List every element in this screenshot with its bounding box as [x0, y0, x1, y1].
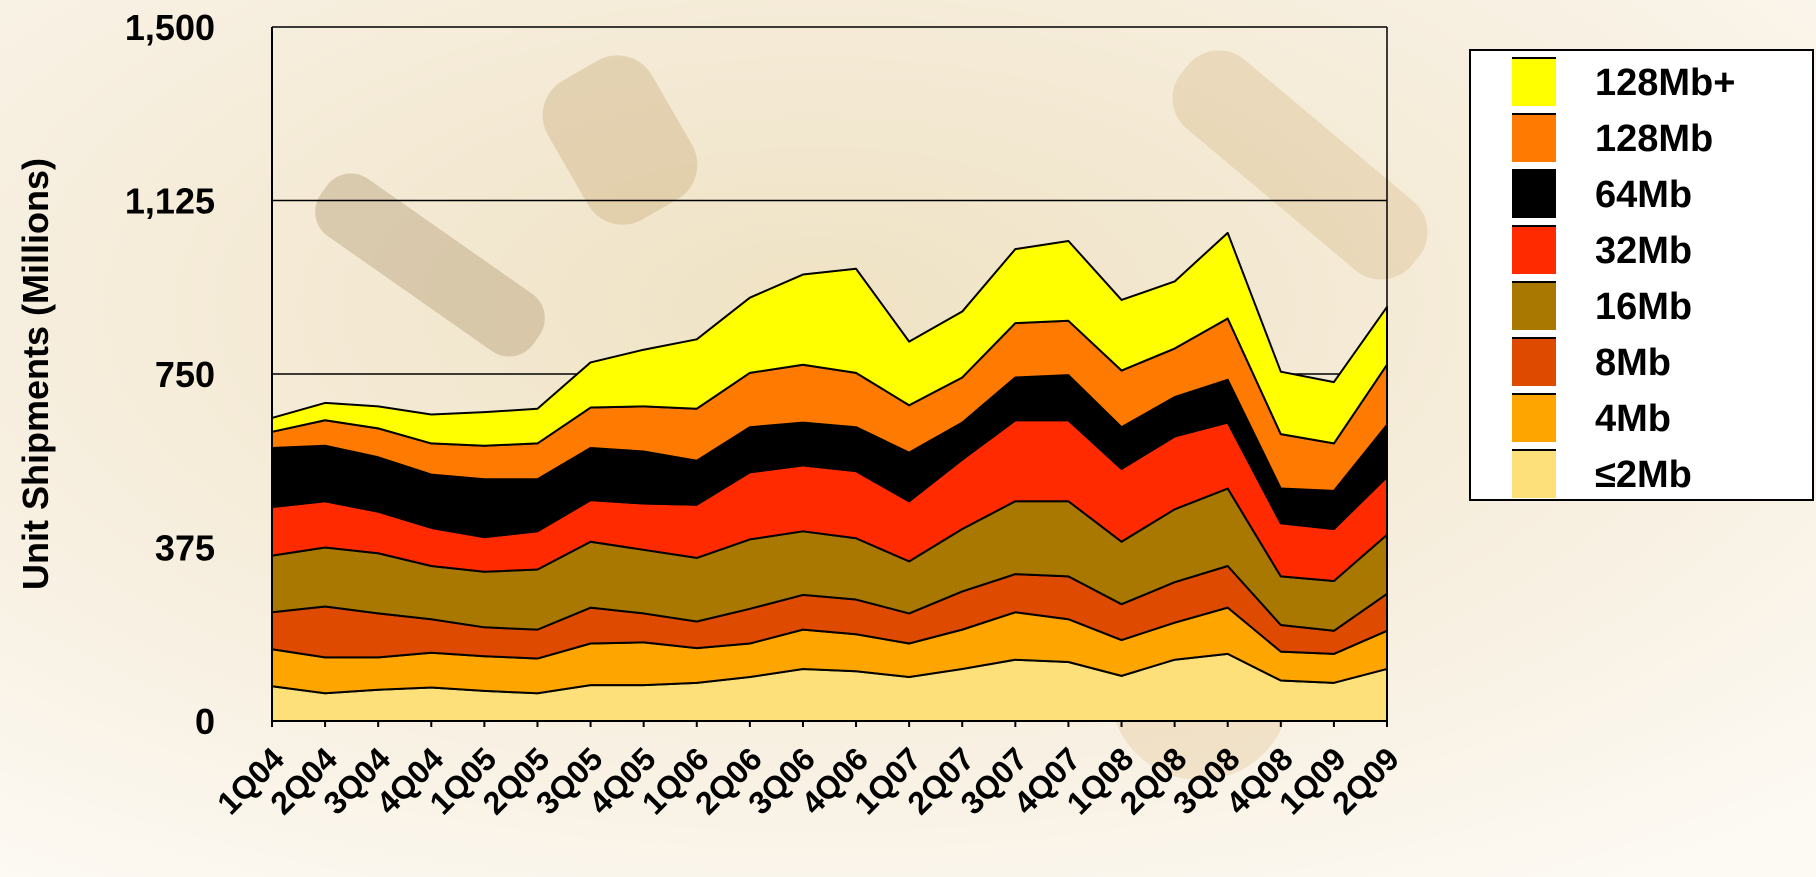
background-image [315, 50, 1428, 780]
legend-label: 16Mb [1595, 286, 1692, 328]
legend-swatch [1512, 338, 1556, 386]
legend-label: 32Mb [1595, 230, 1692, 272]
legend-label: 128Mb [1595, 118, 1713, 160]
legend-label: 4Mb [1595, 398, 1671, 440]
legend-swatch [1512, 226, 1556, 274]
legend-swatch [1512, 170, 1556, 218]
y-tick-label: 1,125 [125, 181, 215, 222]
legend-label: ≤2Mb [1595, 454, 1692, 496]
legend-swatch [1512, 58, 1556, 106]
legend-swatch [1512, 450, 1556, 498]
legend-swatch [1512, 114, 1556, 162]
legend: 128Mb+ 128Mb 64Mb 32Mb 16Mb 8Mb 4Mb ≤2Mb [1469, 49, 1814, 501]
y-axis-label: Unit Shipments (Millions) [15, 158, 56, 590]
y-tick-label: 750 [155, 354, 215, 395]
y-tick-label: 1,500 [125, 7, 215, 48]
legend-swatch [1512, 394, 1556, 442]
y-tick-label: 0 [195, 701, 215, 742]
y-tick-label: 375 [155, 528, 215, 569]
legend-label: 128Mb+ [1595, 62, 1735, 104]
legend-label: 8Mb [1595, 342, 1671, 384]
legend-swatch [1512, 282, 1556, 330]
legend-label: 64Mb [1595, 174, 1692, 216]
